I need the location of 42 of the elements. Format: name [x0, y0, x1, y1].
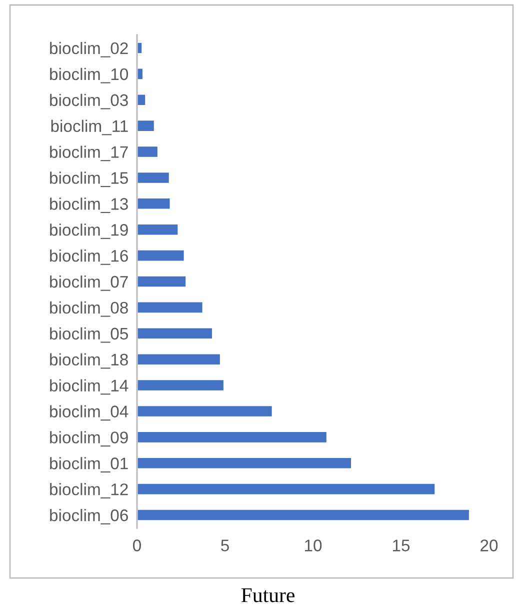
bar	[137, 404, 274, 418]
bar	[137, 274, 187, 288]
bar	[137, 145, 159, 158]
bar	[137, 171, 170, 184]
y-tick-label: bioclim_05	[50, 327, 128, 343]
bar	[137, 223, 180, 236]
bar	[137, 456, 352, 470]
x-tick-label: 0	[133, 540, 141, 552]
bar	[137, 300, 204, 314]
y-tick-label: bioclim_10	[50, 68, 128, 84]
y-tick-label: bioclim_15	[50, 172, 128, 188]
bar	[137, 326, 214, 340]
y-tick-label: bioclim_16	[50, 250, 128, 265]
x-axis-title: Future	[241, 588, 294, 602]
y-tick-label: bioclim_02	[50, 42, 128, 58]
bar	[137, 197, 172, 210]
y-tick-label: bioclim_01	[50, 457, 128, 472]
bar	[137, 430, 328, 444]
y-tick-label: bioclim_11	[51, 120, 128, 136]
bar	[137, 378, 225, 392]
x-tick-label: 15	[393, 540, 410, 552]
y-tick-label: bioclim_12	[50, 483, 128, 498]
x-tick-label: 10	[305, 540, 322, 552]
bar	[137, 119, 156, 132]
bar	[137, 352, 222, 366]
y-tick-label: bioclim_03	[50, 94, 128, 110]
y-tick-label: bioclim_19	[50, 224, 128, 239]
y-tick-label: bioclim_08	[50, 301, 128, 317]
y-tick-label: bioclim_04	[50, 405, 128, 421]
y-tick-label: bioclim_18	[50, 353, 128, 369]
x-tick-label: 5	[221, 540, 229, 552]
y-tick-label: bioclim_07	[50, 275, 128, 291]
y-tick-label: bioclim_09	[50, 431, 128, 447]
y-tick-label: bioclim_17	[50, 146, 128, 162]
x-tick-label: 20	[480, 540, 498, 552]
y-tick-label: bioclim_06	[50, 508, 128, 524]
bar	[137, 249, 186, 262]
y-tick-label: bioclim_13	[50, 198, 128, 214]
bar	[137, 508, 470, 522]
y-tick-label: bioclim_14	[50, 379, 128, 395]
bar	[137, 93, 146, 106]
bar	[137, 482, 436, 496]
